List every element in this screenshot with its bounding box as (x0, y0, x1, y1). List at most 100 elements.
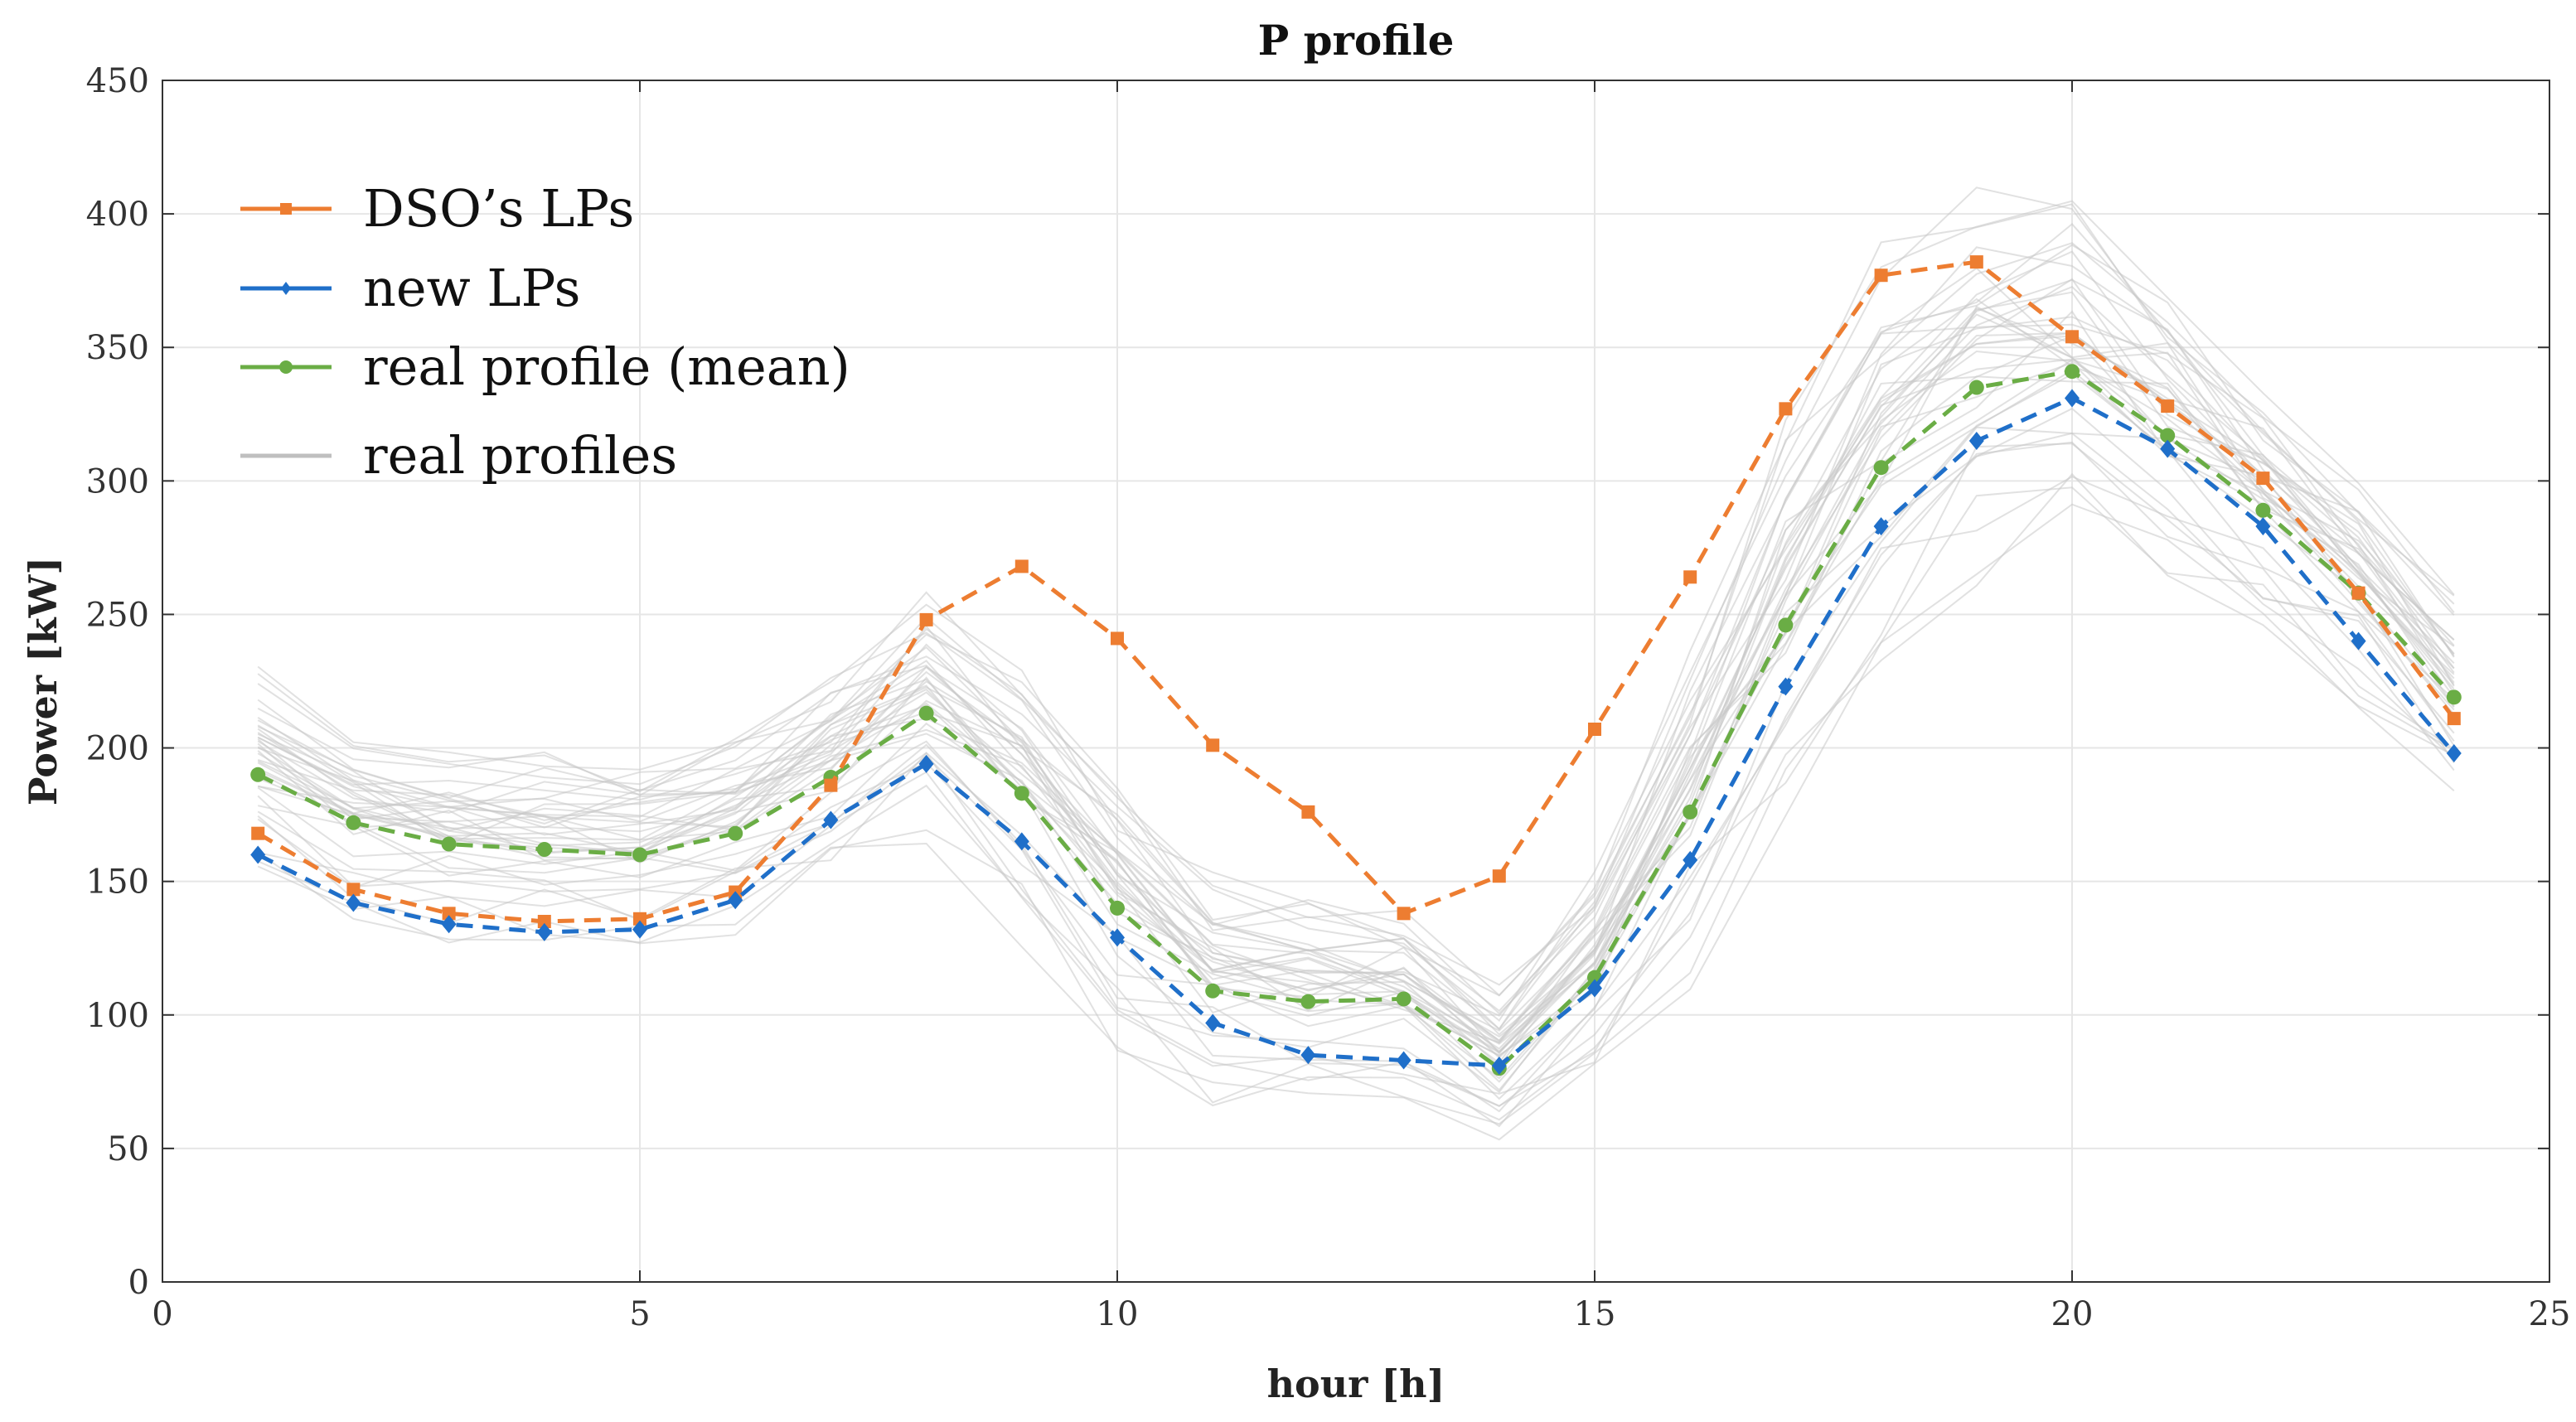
data-point (1778, 617, 1794, 633)
data-point (1683, 570, 1697, 584)
data-point (2447, 712, 2461, 726)
data-point (1206, 738, 1220, 752)
data-point (441, 915, 457, 934)
legend-label: real profiles (363, 425, 677, 486)
legend-entry: real profiles (240, 425, 677, 486)
y-tick-label: 300 (86, 462, 149, 501)
data-point (2161, 399, 2175, 414)
series-lines (250, 255, 2462, 1076)
data-point (442, 907, 456, 921)
data-point (1968, 432, 1984, 450)
grid-lines (162, 80, 2549, 1282)
plot-frame (162, 80, 2550, 1283)
data-point (1300, 994, 1316, 1009)
data-point (2160, 439, 2176, 458)
data-point (1014, 832, 1029, 851)
real-profile-line (257, 267, 2455, 1032)
data-point (2065, 364, 2080, 380)
data-point (1683, 850, 1698, 869)
data-point (1492, 869, 1506, 883)
real-profile-line (257, 426, 2455, 1128)
data-point (1110, 928, 1125, 947)
real-profile-line (257, 200, 2455, 1015)
real-profile-line (257, 476, 2455, 1113)
data-point (728, 825, 743, 841)
y-axis-label: Power [kW] (21, 557, 65, 805)
data-point (1873, 517, 1889, 536)
real-profile-line (257, 359, 2455, 1057)
legend-entry: real profile (mean) (240, 336, 850, 397)
real-profile-line (257, 486, 2455, 1125)
legend: DSO’s LPs new LPs real profile (mean) real … (240, 178, 850, 486)
data-point (632, 920, 647, 939)
legend-label: real profile (mean) (363, 336, 850, 397)
data-point (2446, 689, 2462, 705)
data-point (1969, 255, 1983, 269)
data-point (823, 810, 839, 830)
data-point (1111, 631, 1124, 646)
real-profiles-lines (257, 186, 2455, 1141)
data-point (346, 893, 361, 912)
data-point (346, 883, 361, 897)
legend-marker (281, 282, 291, 295)
x-tick-label: 20 (2051, 1295, 2094, 1333)
y-tick-label: 50 (107, 1130, 149, 1168)
data-point (728, 891, 743, 910)
data-point (2446, 744, 2462, 762)
series-1 (250, 389, 2462, 1075)
chart-title: P profile (1258, 16, 1455, 65)
data-point (1968, 380, 1984, 395)
x-axis-label: hour [h] (1267, 1362, 1445, 1406)
x-tick-label: 5 (629, 1295, 650, 1333)
data-point (1205, 1013, 1221, 1033)
data-point (250, 767, 266, 782)
x-tick-label: 15 (1574, 1295, 1616, 1333)
data-point (633, 912, 646, 926)
data-point (2351, 586, 2365, 600)
data-point (251, 826, 265, 840)
data-point (250, 845, 266, 864)
real-profile-line (257, 244, 2455, 1013)
x-tick-label: 10 (1097, 1295, 1139, 1333)
real-profile-line (257, 407, 2455, 1108)
data-point (1396, 1051, 1411, 1070)
real-profile-line (257, 278, 2455, 1050)
legend-entry: DSO’s LPs (240, 178, 634, 239)
data-point (2065, 330, 2079, 344)
data-point (1014, 559, 1029, 573)
data-point (1491, 1057, 1507, 1075)
data-point (441, 836, 457, 852)
data-point (1874, 268, 1888, 283)
series-0 (251, 255, 2461, 928)
data-point (1397, 907, 1411, 921)
data-point (1014, 786, 1029, 801)
real-profile-line (257, 186, 2455, 986)
data-point (918, 705, 934, 721)
y-tick-label: 450 (86, 62, 149, 100)
legend-marker (279, 360, 293, 374)
real-profile-line (257, 223, 2455, 1022)
data-point (1587, 979, 1602, 998)
data-point (2160, 428, 2176, 443)
y-tick-label: 250 (86, 596, 149, 634)
data-point (918, 754, 934, 773)
legend-label: DSO’s LPs (363, 178, 634, 239)
legend-label: new LPs (363, 258, 580, 318)
real-profile-line (257, 335, 2455, 1031)
legend-entry: new LPs (240, 258, 580, 318)
data-point (2351, 631, 2366, 651)
data-point (824, 778, 838, 792)
data-point (1779, 402, 1793, 416)
legend-marker (280, 203, 292, 215)
real-profile-line (257, 316, 2455, 1054)
real-profile-line (257, 432, 2455, 1094)
real-profile-line (257, 373, 2455, 1100)
y-tick-label: 200 (86, 730, 149, 768)
data-point (2065, 389, 2080, 408)
real-profile-line (257, 291, 2455, 1053)
data-point (346, 815, 361, 830)
data-point (2255, 502, 2271, 518)
data-point (632, 847, 647, 863)
series-line (257, 395, 2456, 1068)
